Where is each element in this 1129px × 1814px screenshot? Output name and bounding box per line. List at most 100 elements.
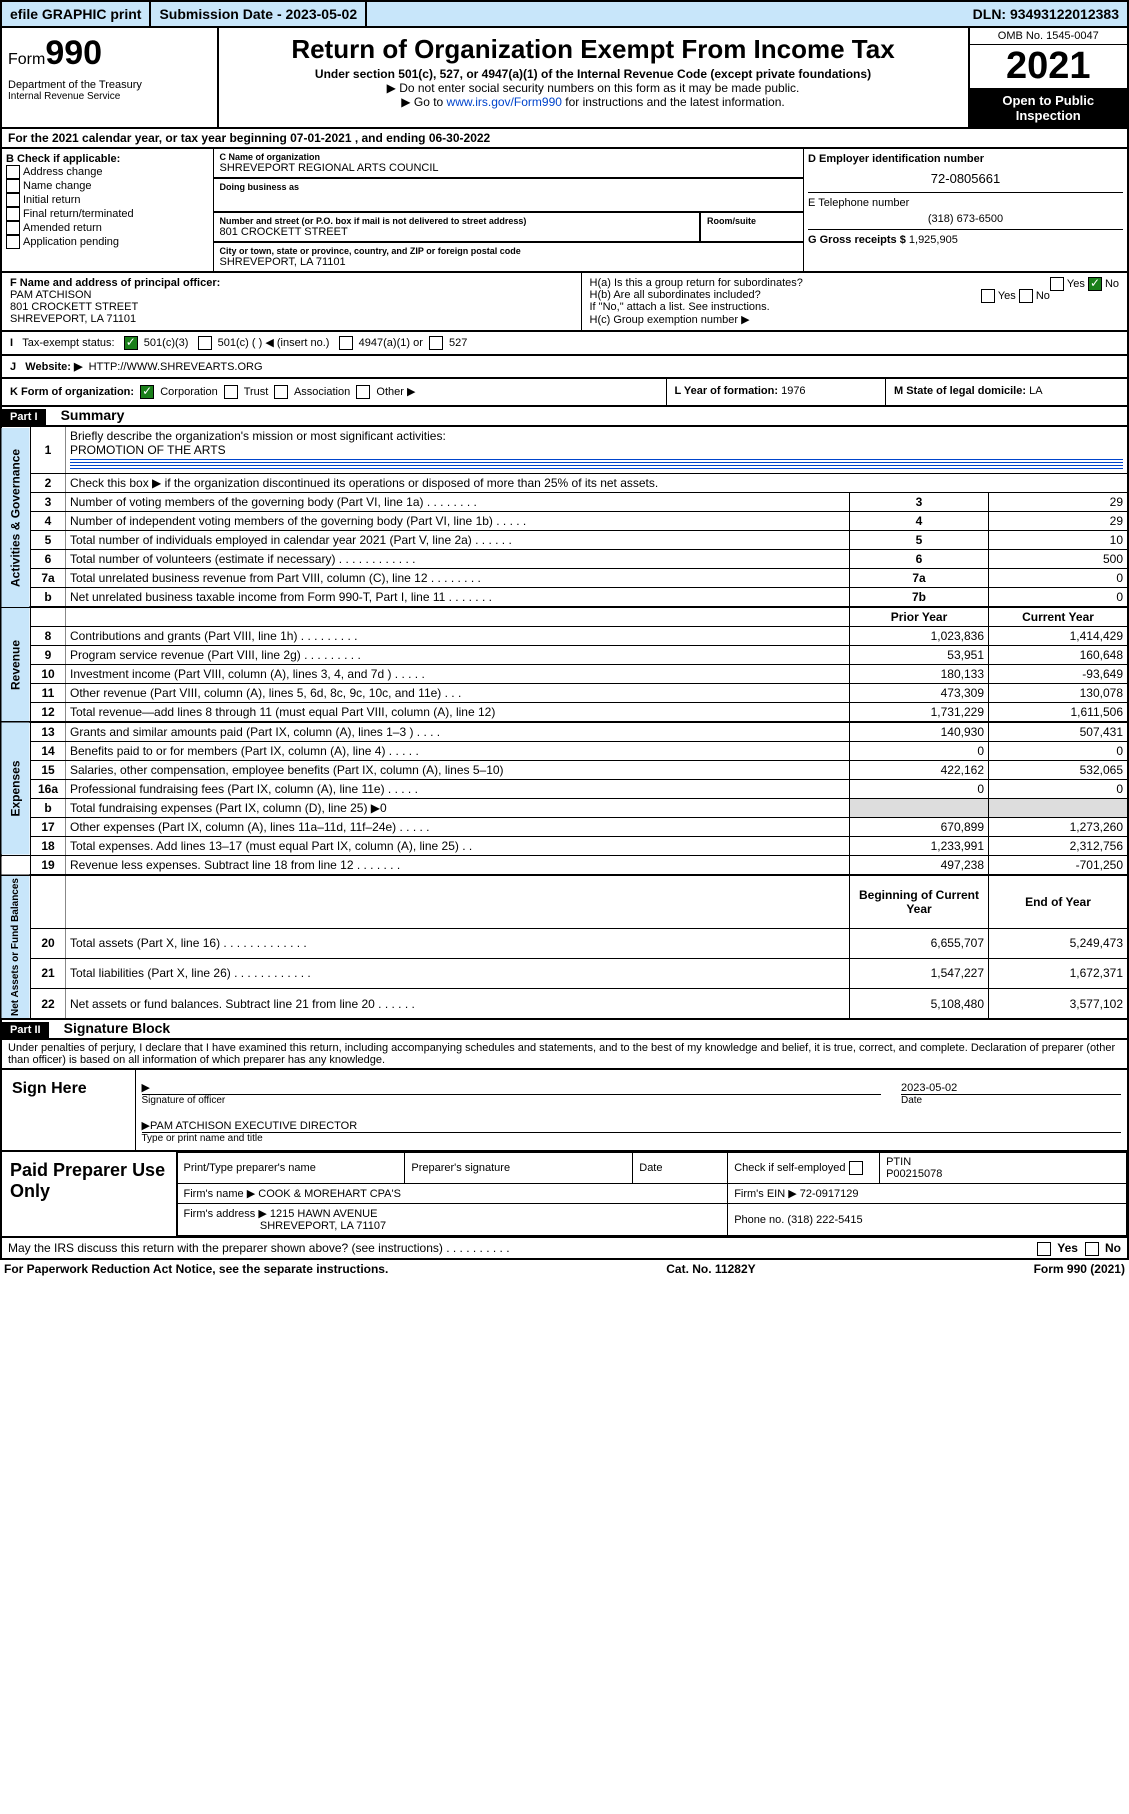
- checkbox-checked-icon[interactable]: [124, 336, 138, 350]
- row-14: 14Benefits paid to or for members (Part …: [1, 742, 1128, 761]
- header-center: Return of Organization Exempt From Incom…: [219, 28, 968, 127]
- b-opt-0[interactable]: Address change: [6, 165, 209, 179]
- officer-addr: 801 CROCKETT STREET: [10, 301, 573, 313]
- checkbox-checked-icon[interactable]: [140, 385, 154, 399]
- checkbox-icon[interactable]: [6, 221, 20, 235]
- row-16b: bTotal fundraising expenses (Part IX, co…: [1, 799, 1128, 818]
- row-7a: 7aTotal unrelated business revenue from …: [1, 569, 1128, 588]
- vlabel-rev: Revenue: [1, 607, 31, 722]
- line-k: K Form of organization: Corporation Trus…: [2, 379, 667, 405]
- checkbox-icon[interactable]: [1085, 1242, 1099, 1256]
- checkbox-icon[interactable]: [339, 336, 353, 350]
- row-7b: bNet unrelated business taxable income f…: [1, 588, 1128, 608]
- sign-right: ▶ Signature of officer 2023-05-02 Date ▶…: [136, 1070, 1128, 1150]
- checkbox-icon[interactable]: [6, 193, 20, 207]
- sig-date: 2023-05-02: [901, 1076, 1121, 1095]
- open-inspection: Open to Public Inspection: [970, 89, 1128, 127]
- sig-line[interactable]: ▶: [142, 1076, 882, 1095]
- col-c: C Name of organization SHREVEPORT REGION…: [214, 149, 805, 271]
- pt-name: Print/Type preparer's name: [177, 1153, 405, 1184]
- block-bcdeg: B Check if applicable: Address change Na…: [0, 149, 1129, 273]
- col-b: B Check if applicable: Address change Na…: [2, 149, 214, 271]
- row-19: 19Revenue less expenses. Subtract line 1…: [1, 856, 1128, 876]
- subtitle-1: Under section 501(c), 527, or 4947(a)(1)…: [223, 67, 964, 81]
- subtitle-2: ▶ Do not enter social security numbers o…: [223, 81, 964, 95]
- checkbox-icon[interactable]: [1037, 1242, 1051, 1256]
- checkbox-icon[interactable]: [1019, 289, 1033, 303]
- row-hdr-rev: Revenue Prior YearCurrent Year: [1, 607, 1128, 627]
- g-label: G Gross receipts $: [808, 234, 906, 246]
- checkbox-icon[interactable]: [981, 289, 995, 303]
- row-8: 8Contributions and grants (Part VIII, li…: [1, 627, 1128, 646]
- irs-label: Internal Revenue Service: [8, 91, 211, 102]
- name-line: ▶ PAM ATCHISON EXECUTIVE DIRECTOR: [142, 1114, 1122, 1133]
- name-label: Type or print name and title: [142, 1133, 1122, 1144]
- line-klm: K Form of organization: Corporation Trus…: [0, 379, 1129, 407]
- checkbox-icon[interactable]: [429, 336, 443, 350]
- addr-label: Number and street (or P.O. box if mail i…: [220, 216, 694, 226]
- part1-tag: Part I: [2, 409, 46, 425]
- city-state-zip: SHREVEPORT, LA 71101: [220, 256, 798, 268]
- org-name: SHREVEPORT REGIONAL ARTS COUNCIL: [220, 162, 798, 174]
- part2-header: Part II Signature Block: [0, 1020, 1129, 1040]
- dba-label: Doing business as: [220, 182, 798, 192]
- checkbox-icon[interactable]: [274, 385, 288, 399]
- row-12: 12Total revenue—add lines 8 through 11 (…: [1, 703, 1128, 723]
- checkbox-icon[interactable]: [849, 1161, 863, 1175]
- h-b: H(b) Are all subordinates included? Yes …: [590, 289, 1120, 301]
- checkbox-icon[interactable]: [6, 235, 20, 249]
- paid-preparer-block: Paid Preparer Use Only Print/Type prepar…: [0, 1152, 1129, 1238]
- checkbox-checked-icon[interactable]: [1088, 277, 1102, 291]
- vlabel-nab: Net Assets or Fund Balances: [1, 875, 31, 1019]
- mission: PROMOTION OF THE ARTS: [70, 443, 226, 457]
- checkbox-icon[interactable]: [1050, 277, 1064, 291]
- line-i: I Tax-exempt status: 501(c)(3) 501(c) ( …: [0, 332, 1129, 356]
- vlabel-ag: Activities & Governance: [1, 427, 31, 607]
- row-hdr-nab: Net Assets or Fund Balances Beginning of…: [1, 875, 1128, 928]
- row-17: 17Other expenses (Part IX, column (A), l…: [1, 818, 1128, 837]
- paid-row-1: Print/Type preparer's name Preparer's si…: [177, 1153, 1127, 1184]
- paperwork-notice: For Paperwork Reduction Act Notice, see …: [4, 1262, 388, 1276]
- part2-tag: Part II: [2, 1022, 49, 1038]
- checkbox-icon[interactable]: [224, 385, 238, 399]
- form-number: 990: [45, 34, 102, 72]
- sign-here-label: Sign Here: [2, 1070, 136, 1150]
- line-m: M State of legal domicile: LA: [886, 379, 1127, 405]
- website: HTTP://WWW.SHREVEARTS.ORG: [89, 361, 263, 373]
- checkbox-icon[interactable]: [198, 336, 212, 350]
- row-6: 6Total number of volunteers (estimate if…: [1, 550, 1128, 569]
- block-fh: F Name and address of principal officer:…: [0, 273, 1129, 332]
- line-j: J Website: ▶ HTTP://WWW.SHREVEARTS.ORG: [0, 356, 1129, 379]
- summary-table: Activities & Governance 1Briefly describ…: [0, 427, 1129, 1020]
- checkbox-icon[interactable]: [6, 165, 20, 179]
- header-right: OMB No. 1545-0047 2021 Open to Public In…: [968, 28, 1128, 127]
- paid-row-3: Firm's address ▶ 1215 HAWN AVENUE SHREVE…: [177, 1204, 1127, 1236]
- part1-title: Summary: [49, 407, 125, 423]
- h-c: H(c) Group exemption number ▶: [590, 313, 1120, 326]
- b-opt-1[interactable]: Name change: [6, 179, 209, 193]
- checkbox-icon[interactable]: [6, 207, 20, 221]
- b-opt-4[interactable]: Amended return: [6, 221, 209, 235]
- row-4: 4Number of independent voting members of…: [1, 512, 1128, 531]
- form-word: Form: [8, 51, 45, 68]
- ein: 72-0805661: [808, 165, 1123, 192]
- paid-table: Print/Type preparer's name Preparer's si…: [177, 1152, 1128, 1236]
- form-rev: Form 990 (2021): [1034, 1262, 1125, 1276]
- header-left: Form990 Department of the Treasury Inter…: [2, 28, 219, 127]
- row-15: 15Salaries, other compensation, employee…: [1, 761, 1128, 780]
- checkbox-icon[interactable]: [356, 385, 370, 399]
- may-discuss: May the IRS discuss this return with the…: [0, 1238, 1129, 1260]
- dln: DLN: 93493122012383: [965, 2, 1127, 26]
- b-opt-5[interactable]: Application pending: [6, 235, 209, 249]
- irs-link[interactable]: www.irs.gov/Form990: [447, 95, 562, 109]
- checkbox-icon[interactable]: [6, 179, 20, 193]
- gross-receipts: 1,925,905: [909, 234, 958, 246]
- b-opt-2[interactable]: Initial return: [6, 193, 209, 207]
- top-bar: efile GRAPHIC print Submission Date - 20…: [0, 0, 1129, 28]
- row-3: 3Number of voting members of the governi…: [1, 493, 1128, 512]
- row-10: 10Investment income (Part VIII, column (…: [1, 665, 1128, 684]
- form-header: Form990 Department of the Treasury Inter…: [0, 28, 1129, 129]
- b-opt-3[interactable]: Final return/terminated: [6, 207, 209, 221]
- col-h: H(a) Is this a group return for subordin…: [582, 273, 1128, 330]
- f-label: F Name and address of principal officer:: [10, 277, 573, 289]
